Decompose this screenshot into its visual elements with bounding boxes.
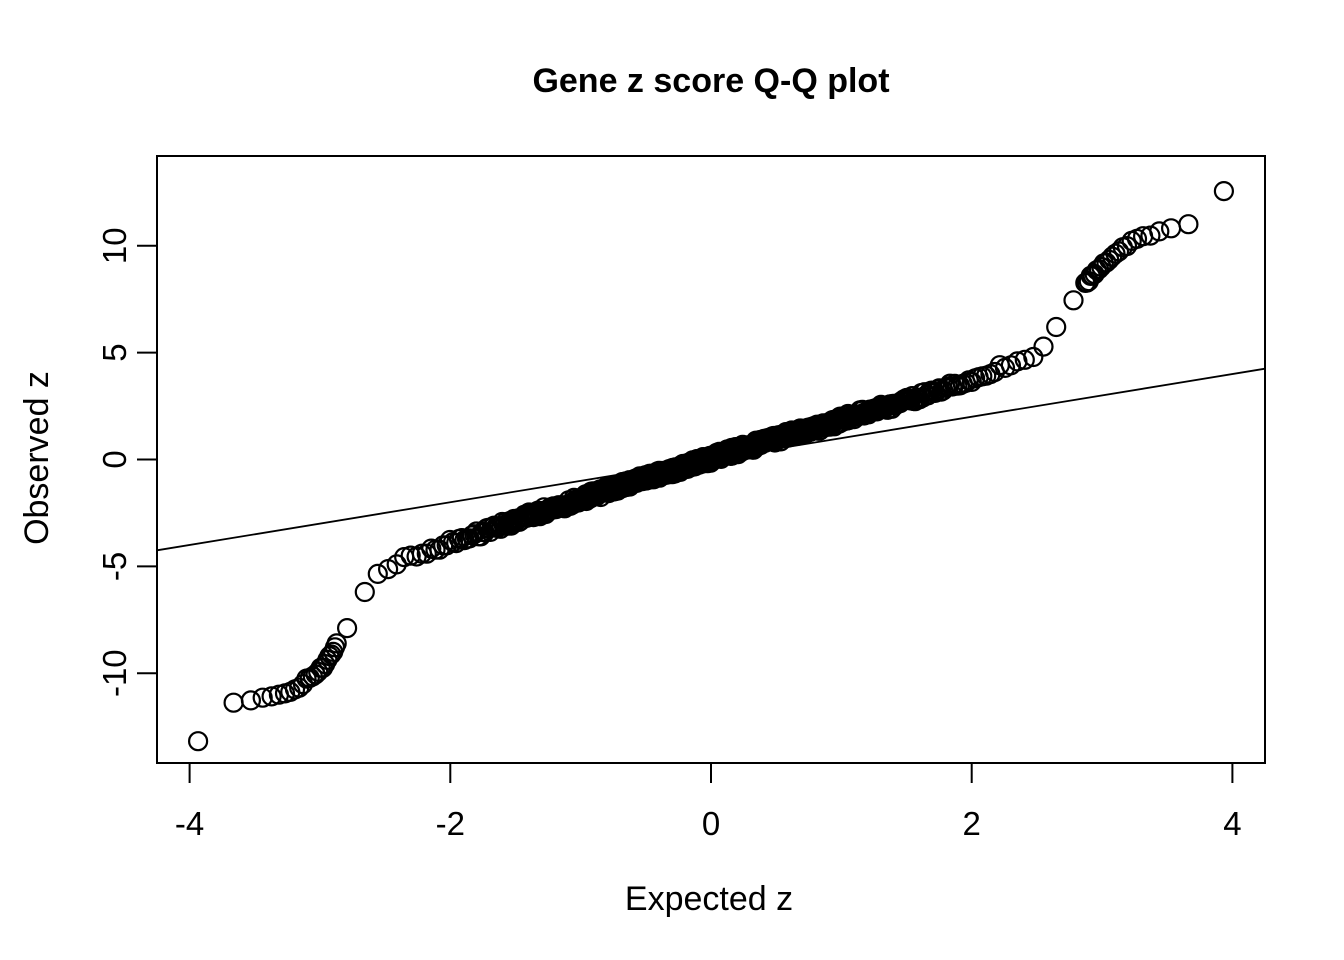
y-tick-label: 5	[96, 343, 133, 361]
x-tick-label: -4	[175, 805, 204, 842]
x-tick-label: 0	[702, 805, 720, 842]
y-axis-label: Observed z	[18, 371, 56, 545]
reference-line	[156, 367, 1266, 552]
plot-box	[156, 155, 1266, 764]
x-tick-label: 4	[1223, 805, 1241, 842]
y-tick-label: -10	[96, 649, 133, 697]
chart-title: Gene z score Q-Q plot	[532, 62, 889, 100]
y-tick-label: -5	[96, 552, 133, 581]
x-tick-label: -2	[436, 805, 465, 842]
x-tick-label: 2	[963, 805, 981, 842]
y-tick-label: 0	[96, 450, 133, 468]
qq-points	[188, 181, 1235, 752]
x-axis-ticks: -4 -2 0 2 4	[175, 763, 1242, 842]
x-axis-label: Expected z	[625, 880, 793, 918]
y-axis-ticks: -10 -5 0 5 10	[96, 227, 157, 697]
y-tick-label: 10	[96, 227, 133, 264]
